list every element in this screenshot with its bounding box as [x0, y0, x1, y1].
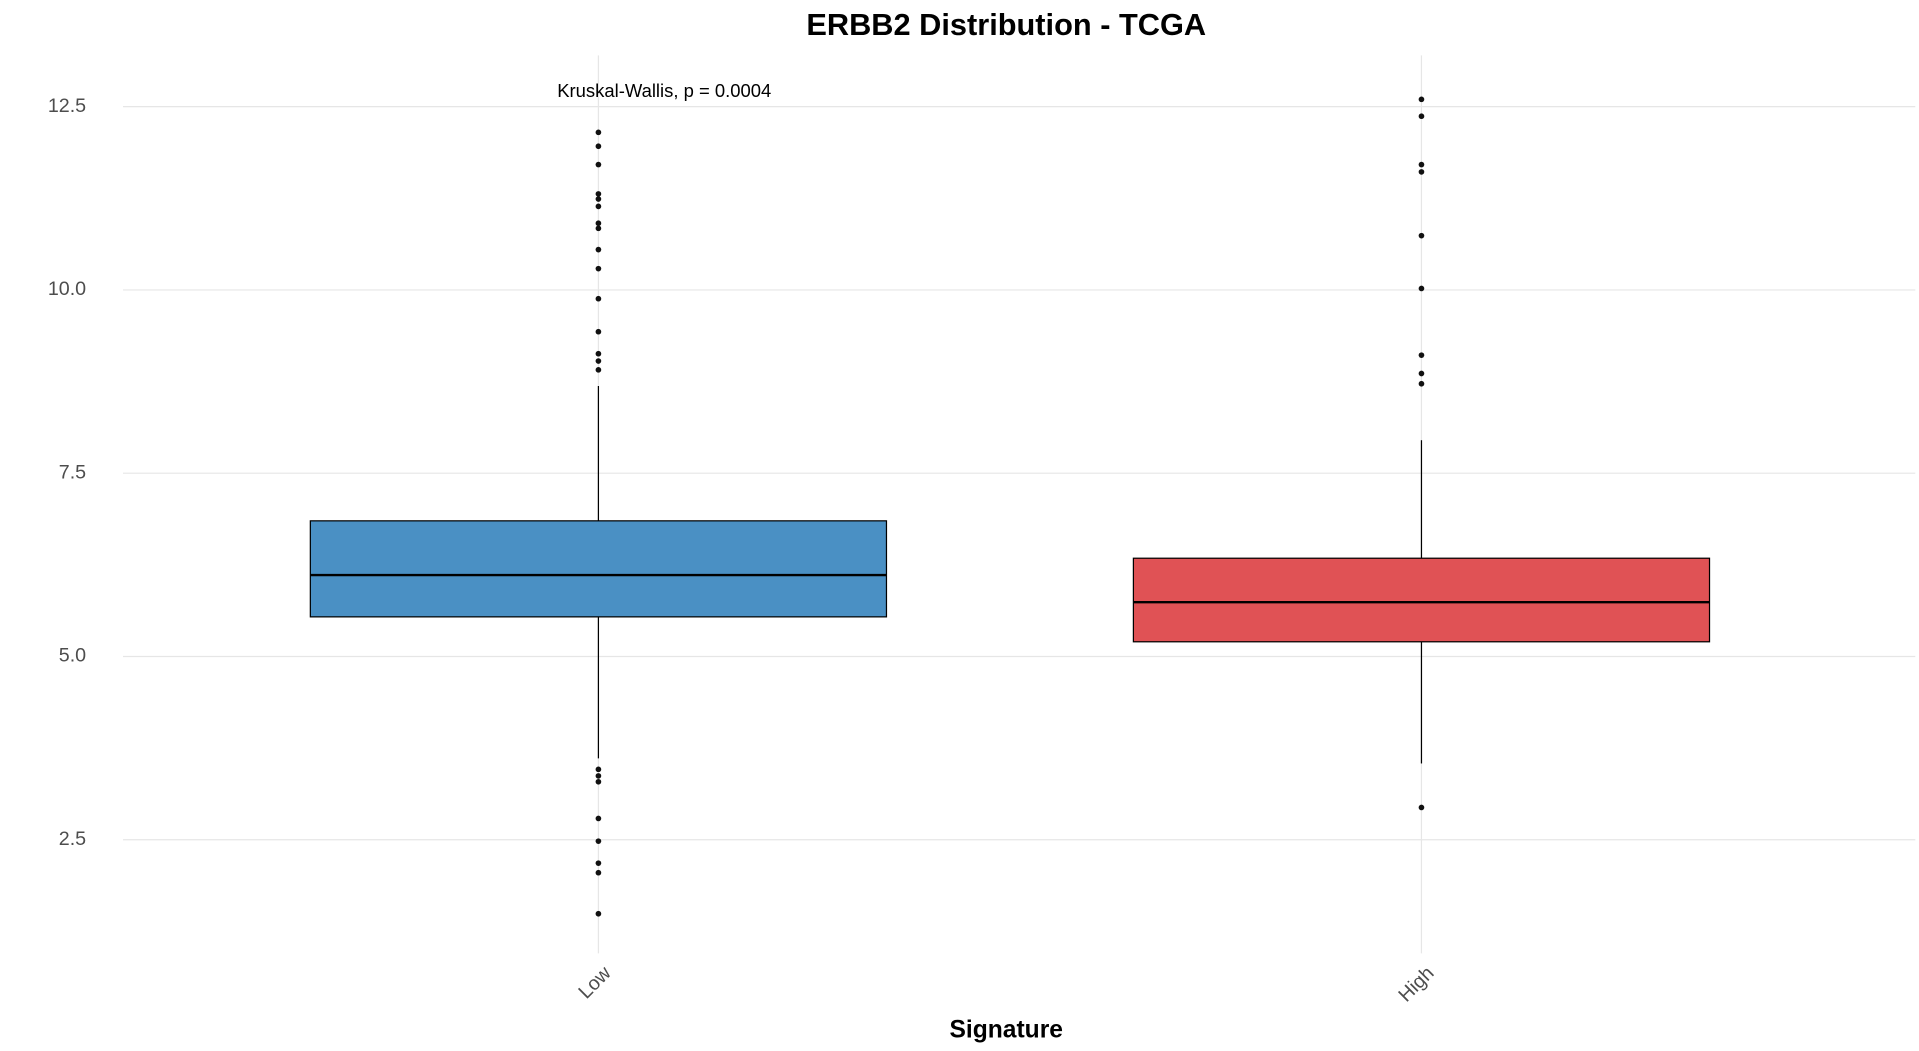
- x-axis-title: Signature: [950, 1016, 1063, 1043]
- outlier: [1418, 285, 1425, 292]
- y-tick-label: 12.5: [48, 95, 86, 117]
- outlier: [595, 838, 602, 845]
- plot-area: [309, 96, 1711, 917]
- box: [1132, 557, 1711, 643]
- outlier: [595, 295, 602, 302]
- outlier: [595, 246, 602, 253]
- outlier: [595, 203, 602, 210]
- outlier: [595, 220, 602, 227]
- outlier: [595, 328, 602, 335]
- grid: [123, 55, 1916, 954]
- y-tick-label: 5.0: [59, 645, 86, 667]
- outlier: [1418, 380, 1425, 387]
- x-tick-label: High: [1394, 962, 1438, 1006]
- y-tick-label: 7.5: [59, 461, 86, 483]
- outlier: [1418, 96, 1425, 103]
- box: [309, 520, 888, 618]
- y-tick-label: 10.0: [48, 278, 86, 300]
- outlier: [1418, 232, 1425, 239]
- y-tick-label: 2.5: [59, 828, 86, 850]
- outlier: [595, 358, 602, 364]
- outlier: [1418, 370, 1425, 377]
- outlier: [595, 773, 602, 779]
- outlier: [595, 778, 602, 785]
- outlier: [595, 225, 602, 232]
- outlier: [595, 196, 602, 202]
- chart-title: ERBB2 Distribution - TCGA: [806, 7, 1206, 42]
- outlier: [595, 860, 602, 866]
- outlier: [595, 869, 602, 876]
- x-tick-label: Low: [574, 962, 616, 1004]
- outlier: [1418, 161, 1425, 168]
- outlier: [595, 143, 602, 150]
- outlier: [1418, 169, 1425, 175]
- outlier: [595, 766, 602, 773]
- outlier: [595, 367, 602, 373]
- outlier: [595, 129, 602, 136]
- annotation: Kruskal-Wallis, p = 0.0004: [557, 80, 771, 101]
- outlier: [595, 815, 602, 822]
- outlier: [595, 191, 602, 197]
- outlier: [595, 910, 602, 917]
- outlier: [595, 265, 602, 272]
- outlier: [595, 350, 602, 357]
- outlier: [1418, 804, 1425, 811]
- outlier: [1418, 113, 1425, 120]
- outlier: [595, 161, 602, 168]
- outlier: [1418, 352, 1425, 358]
